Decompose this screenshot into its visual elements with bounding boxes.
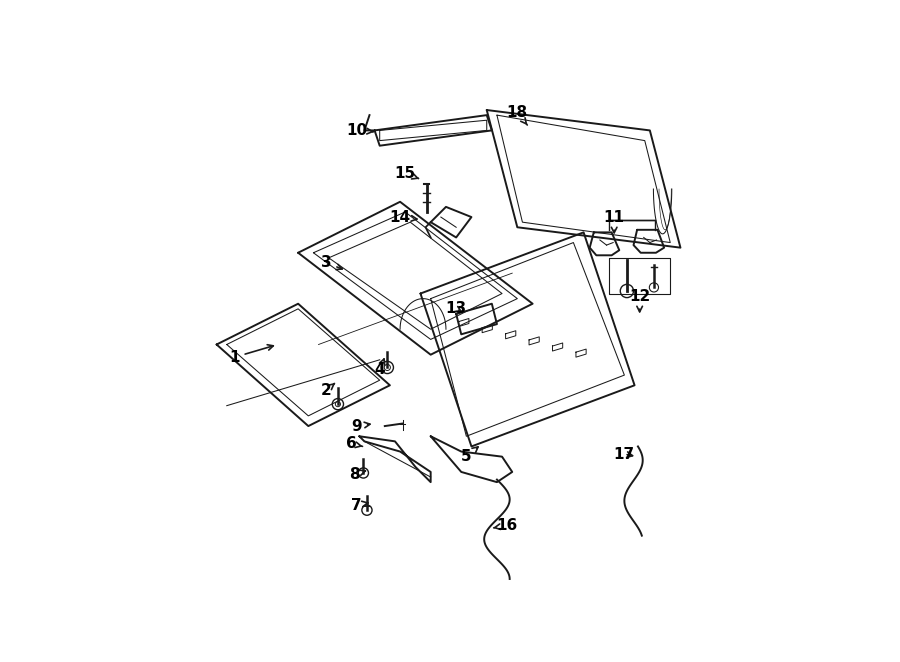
Text: 9: 9 xyxy=(351,418,370,434)
Text: 2: 2 xyxy=(320,383,335,398)
Text: 13: 13 xyxy=(446,301,467,316)
Text: 17: 17 xyxy=(614,447,634,461)
Text: 3: 3 xyxy=(321,256,342,271)
Text: 10: 10 xyxy=(346,123,374,138)
Text: 4: 4 xyxy=(374,359,385,377)
Text: 14: 14 xyxy=(390,210,417,224)
Text: 8: 8 xyxy=(349,467,365,482)
Text: 16: 16 xyxy=(493,518,518,533)
Text: 7: 7 xyxy=(351,498,368,512)
Text: 18: 18 xyxy=(507,105,528,125)
Text: 15: 15 xyxy=(394,166,418,181)
Text: 6: 6 xyxy=(346,436,363,451)
Text: 5: 5 xyxy=(461,447,478,464)
Text: 12: 12 xyxy=(629,289,651,312)
Text: 1: 1 xyxy=(230,345,274,365)
Text: 11: 11 xyxy=(604,210,625,233)
